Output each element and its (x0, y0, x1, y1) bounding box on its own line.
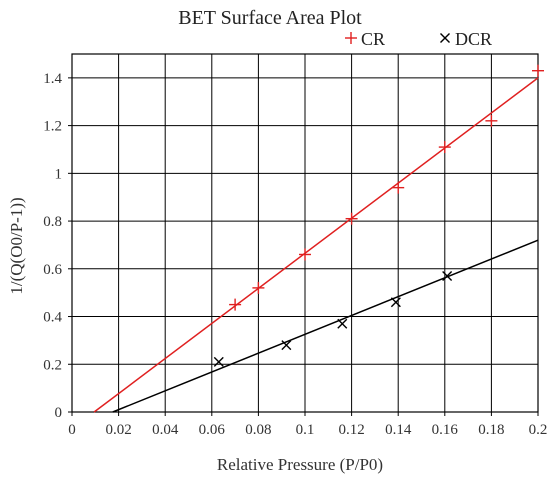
x-tick-label: 0 (68, 422, 76, 438)
y-tick-label: 0.2 (43, 357, 62, 373)
y-tick-label: 1.2 (43, 119, 62, 135)
y-tick-label: 0 (55, 405, 63, 421)
data-point-dcr (337, 318, 348, 329)
data-point-dcr (281, 340, 292, 351)
data-point-cr (532, 64, 544, 77)
data-point-dcr (390, 297, 401, 308)
y-tick-label: 0.8 (43, 214, 62, 230)
y-axis-label: 1/(Q(O0/P-1)) (7, 197, 26, 294)
x-tick-label: 0.06 (199, 422, 226, 438)
x-tick-label: 0.14 (385, 422, 412, 438)
marker-stroke (390, 297, 401, 308)
x-tick-label: 0.1 (296, 422, 315, 438)
x-tick-label: 0.2 (529, 422, 548, 438)
y-tick-label: 0.6 (43, 262, 62, 278)
data-point-dcr (442, 270, 453, 281)
marker-stroke (442, 270, 453, 281)
chart-title: BET Surface Area Plot (178, 7, 362, 29)
data-point-cr (438, 141, 451, 154)
x-tick-label: 0.16 (432, 422, 459, 438)
legend-cr-label: CR (361, 29, 385, 49)
fit-line-cr (93, 77, 539, 413)
marker-stroke (213, 356, 224, 367)
legend-item-dcr: DCR (440, 29, 492, 49)
data-point-cr (392, 181, 405, 194)
x-tick-label: 0.02 (105, 422, 131, 438)
data-point-cr (485, 114, 498, 127)
x-tick-label: 0.08 (245, 422, 271, 438)
x-tick-label: 0.04 (152, 422, 179, 438)
legend-cr-marker (345, 32, 357, 44)
data-point-cr (345, 212, 358, 225)
legend-marker-cr-icon (345, 32, 357, 44)
x-axis-label: Relative Pressure (P/P0) (217, 455, 383, 474)
y-tick-label: 1.4 (43, 71, 62, 87)
legend: CR DCR (345, 29, 492, 49)
plot-area: 0 0.02 0.04 0.06 0.08 0.1 0.12 0.14 0.16 0.18 0.2 0… (43, 53, 548, 438)
marker-stroke (281, 340, 292, 351)
data-point-cr (252, 281, 265, 294)
data-point-cr (299, 248, 311, 261)
marker-stroke (440, 33, 450, 43)
legend-marker-dcr-icon (440, 33, 450, 43)
x-tick-label: 0.12 (338, 422, 364, 438)
y-tick-label: 1 (55, 166, 63, 182)
x-tick-label: 0.18 (478, 422, 504, 438)
marker-stroke (337, 318, 348, 329)
legend-dcr-marker (440, 33, 450, 43)
legend-item-cr: CR (345, 29, 385, 49)
data-point-dcr (213, 356, 224, 367)
legend-dcr-label: DCR (455, 29, 492, 49)
fit-line-dcr (112, 239, 539, 413)
y-tick-label: 0.4 (43, 310, 62, 326)
data-point-cr (229, 298, 242, 311)
